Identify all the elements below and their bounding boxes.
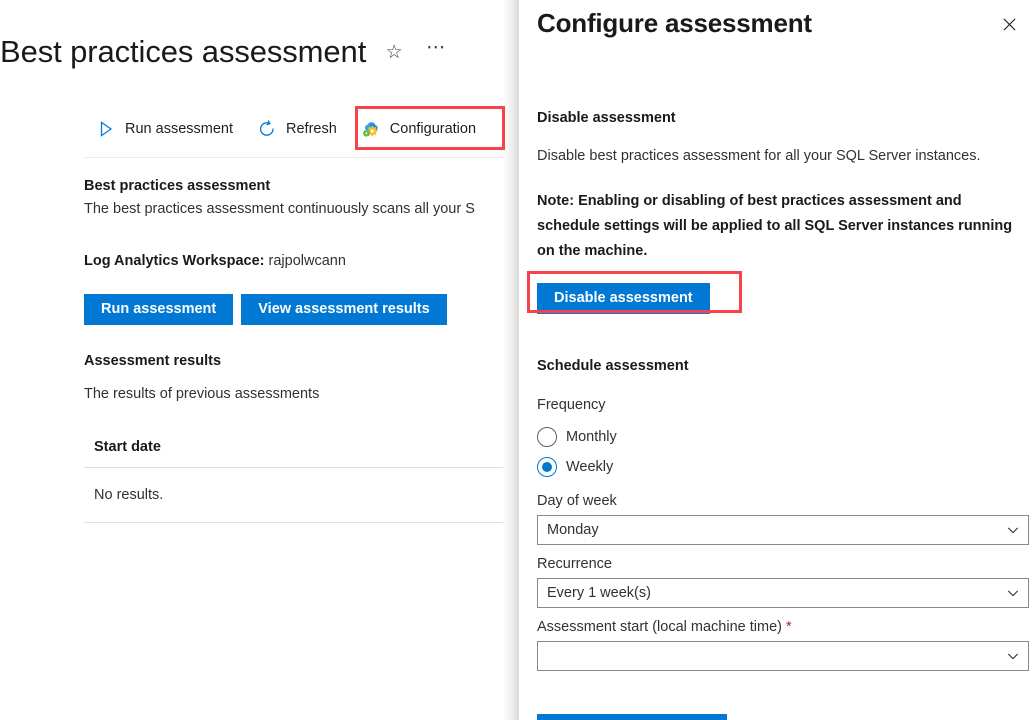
chevron-down-icon: [998, 579, 1028, 607]
disable-assessment-button-wrap: Disable assessment: [537, 283, 710, 314]
section-title: Best practices assessment: [84, 178, 271, 194]
play-triangle-icon: [96, 119, 116, 139]
command-bar-divider: [84, 157, 503, 158]
day-of-week-label: Day of week: [537, 493, 617, 509]
disable-assessment-heading: Disable assessment: [537, 110, 676, 126]
assessment-results-title: Assessment results: [84, 353, 222, 369]
star-glyph: ☆: [385, 41, 403, 63]
schedule-assessment-button[interactable]: Schedule assessment: [537, 714, 727, 720]
table-header-divider: [84, 467, 503, 468]
section-description: The best practices assessment continuous…: [84, 201, 475, 217]
star-icon[interactable]: ☆: [380, 38, 408, 66]
page-header: Best practices assessment ☆ ⋯: [0, 32, 450, 72]
run-assessment-button[interactable]: Run assessment: [84, 294, 234, 325]
day-of-week-select[interactable]: Monday: [537, 515, 1029, 545]
cloud-gear-icon: [361, 119, 381, 139]
assessment-start-label-text: Assessment start (local machine time): [537, 619, 782, 635]
day-of-week-value: Monday: [547, 522, 599, 538]
radio-weekly-label: Weekly: [566, 459, 614, 475]
disable-assessment-button[interactable]: Disable assessment: [537, 283, 710, 314]
command-bar: Run assessment Refresh: [84, 107, 488, 151]
panel-body: Disable assessment Disable best practice…: [537, 108, 1033, 720]
command-refresh[interactable]: Refresh: [245, 107, 349, 151]
best-practices-assessment-blade: Best practices assessment ☆ ⋯ Run assess…: [0, 0, 503, 720]
log-analytics-workspace-value: rajpolwcann: [268, 253, 346, 269]
schedule-assessment-button-wrap: Schedule assessment: [537, 714, 1033, 720]
disable-assessment-description: Disable best practices assessment for al…: [537, 148, 981, 164]
recurrence-label: Recurrence: [537, 556, 612, 572]
chevron-down-icon: [998, 642, 1028, 670]
page-title: Best practices assessment: [0, 34, 367, 69]
radio-frequency-monthly[interactable]: Monthly: [537, 422, 1033, 452]
configure-assessment-panel: Configure assessment Disable assessment …: [519, 0, 1033, 720]
view-assessment-results-button[interactable]: View assessment results: [241, 294, 447, 325]
table-row-divider: [84, 522, 503, 523]
frequency-radio-group: Monthly Weekly: [537, 422, 1033, 482]
radio-monthly-circle-icon: [537, 427, 557, 447]
radio-monthly-label: Monthly: [566, 429, 617, 445]
log-analytics-workspace-label: Log Analytics Workspace:: [84, 253, 265, 269]
close-x-icon[interactable]: [993, 8, 1025, 40]
panel-title: Configure assessment: [537, 8, 812, 38]
ellipsis-icon[interactable]: ⋯: [422, 38, 450, 66]
blade-content: Best practices assessment The best pract…: [84, 176, 503, 523]
frequency-label: Frequency: [537, 397, 606, 413]
action-button-row: Run assessment View assessment results: [84, 294, 503, 325]
assessment-results-description: The results of previous assessments: [84, 386, 320, 402]
chevron-down-icon: [998, 516, 1028, 544]
recurrence-select[interactable]: Every 1 week(s): [537, 578, 1029, 608]
blade-shadow-divider: [503, 0, 519, 720]
table-column-header-start-date[interactable]: Start date: [94, 439, 161, 455]
command-run-assessment[interactable]: Run assessment: [84, 107, 245, 151]
log-analytics-workspace: Log Analytics Workspace: rajpolwcann: [84, 251, 503, 272]
command-configuration[interactable]: Configuration: [349, 107, 488, 151]
radio-frequency-weekly[interactable]: Weekly: [537, 452, 1033, 482]
command-configuration-label: Configuration: [389, 120, 477, 137]
command-run-assessment-label: Run assessment: [125, 120, 233, 137]
disable-assessment-note: Note: Enabling or disabling of best prac…: [537, 193, 1013, 259]
recurrence-value: Every 1 week(s): [547, 585, 651, 601]
required-asterisk: *: [786, 619, 792, 635]
table-row: No results.: [84, 468, 503, 522]
schedule-assessment-heading: Schedule assessment: [537, 358, 689, 374]
assessment-start-select[interactable]: [537, 641, 1029, 671]
command-refresh-label: Refresh: [286, 120, 337, 137]
assessment-results-table: Start date No results.: [84, 437, 503, 523]
ellipsis-glyph: ⋯: [426, 36, 447, 58]
radio-weekly-circle-icon: [537, 457, 557, 477]
table-cell-no-results: No results.: [94, 487, 164, 503]
assessment-start-label: Assessment start (local machine time) *: [537, 617, 1033, 637]
refresh-circular-arrow-icon: [257, 119, 277, 139]
